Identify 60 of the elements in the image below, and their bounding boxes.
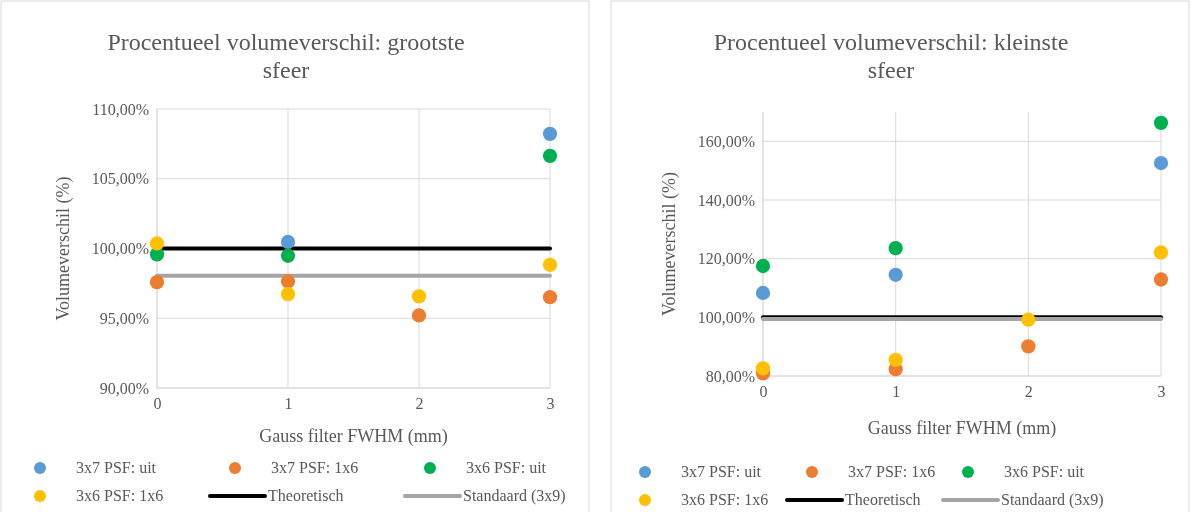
x-axis-title: Gauss filter FWHM (mm): [259, 426, 448, 447]
legend-label: Theoretisch: [845, 491, 921, 508]
point: [1021, 312, 1036, 327]
y-tick-label: 160,00%: [697, 132, 755, 150]
point: [1153, 115, 1169, 130]
y-tick-label: 80,00%: [705, 367, 755, 385]
legend-label: 3x7 PSF: uit: [76, 459, 157, 476]
legend-label: 3x6 PSF: 1x6: [76, 487, 164, 504]
point: [888, 352, 903, 367]
x-tick-label: 3: [546, 395, 555, 413]
x-axis-title: Gauss filter FWHM (mm): [867, 418, 1057, 439]
legend-label: 3x7 PSF: 1x6: [271, 459, 359, 476]
point: [542, 126, 558, 141]
point: [411, 308, 427, 323]
y-tick-label: 90,00%: [99, 379, 149, 397]
point: [280, 234, 296, 250]
x-tick-label: 1: [284, 395, 293, 413]
point: [1021, 339, 1036, 354]
legend-label: 3x7 PSF: 1x6: [848, 463, 936, 480]
point: [542, 148, 558, 163]
chart-title: Procentueel volumeverschil: kleinste sfeer: [713, 29, 1069, 83]
x-tick-label: 0: [153, 395, 162, 413]
x-tick-label: 2: [415, 395, 424, 413]
point: [1153, 272, 1169, 287]
legend-label: Standaard (3x9): [463, 487, 566, 505]
legend-label: 3x7 PSF: uit: [681, 463, 762, 480]
point: [755, 258, 771, 274]
y-tick-label: 100,00%: [697, 308, 755, 326]
x-tick-label: 1: [892, 383, 901, 401]
y-tick-label: 95,00%: [99, 309, 149, 327]
legend-label: Theoretisch: [268, 487, 344, 504]
legend-label: Standaard (3x9): [1001, 491, 1104, 509]
y-tick-label: 110,00%: [92, 100, 149, 118]
point: [1153, 245, 1169, 260]
point: [411, 289, 427, 304]
point: [1153, 155, 1169, 171]
point: [888, 267, 903, 282]
y-tick-label: 120,00%: [697, 250, 755, 268]
point: [888, 240, 903, 256]
point: [542, 290, 558, 305]
point: [280, 274, 296, 289]
y-axis-title: Volumeverschil (%): [659, 171, 680, 317]
point: [280, 248, 296, 263]
chart-title: Procentueel volumeverschil: grootste sfeer: [107, 29, 465, 83]
point: [755, 285, 771, 301]
x-tick-label: 2: [1024, 383, 1033, 401]
legend-label: 3x6 PSF: 1x6: [681, 491, 769, 508]
y-axis-title: Volumeverschil (%): [53, 176, 74, 321]
point: [149, 275, 165, 290]
legend-label: 3x6 PSF: uit: [1004, 463, 1085, 480]
point: [542, 257, 558, 272]
x-tick-label: 0: [759, 383, 768, 401]
point: [280, 286, 296, 302]
y-tick-label: 100,00%: [91, 240, 149, 258]
x-tick-label: 3: [1157, 383, 1166, 401]
legend-label: 3x6 PSF: uit: [466, 459, 547, 476]
y-tick-label: 105,00%: [91, 170, 149, 188]
y-tick-label: 140,00%: [697, 191, 755, 209]
point: [149, 236, 165, 251]
point: [755, 361, 771, 376]
